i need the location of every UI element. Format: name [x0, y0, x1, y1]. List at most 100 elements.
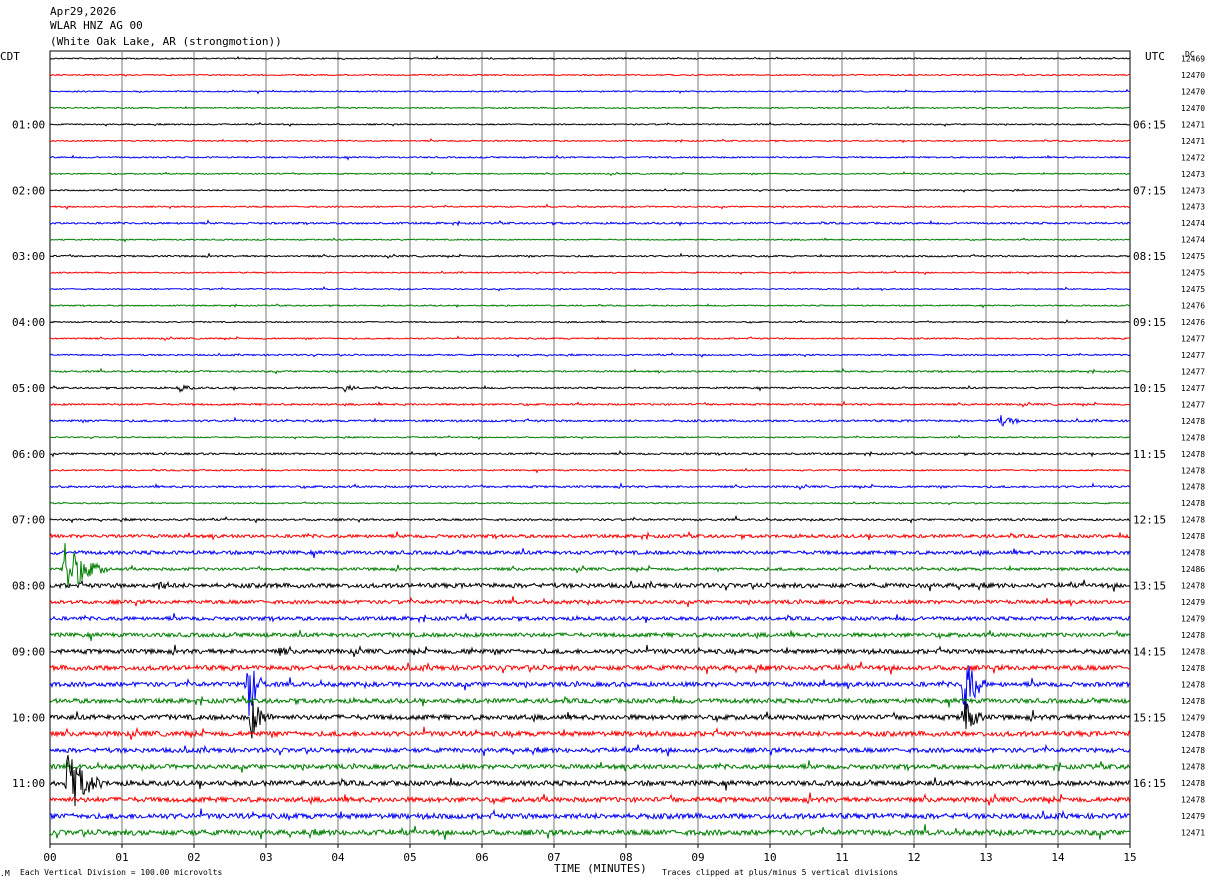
trace-row-31 [49, 543, 1131, 587]
right-hour-label: 13:15 [1133, 580, 1166, 593]
dc-value: 12471 [1181, 137, 1205, 146]
trace-row-42 [49, 743, 1131, 757]
dc-value: 12478 [1181, 516, 1205, 525]
minute-gridlines [121, 51, 1059, 844]
trace-row-35 [49, 629, 1131, 642]
trace-row-4 [49, 121, 1131, 127]
right-hour-label: 14:15 [1133, 645, 1166, 658]
dc-value: 12479 [1181, 812, 1205, 821]
trace-rows [49, 55, 1131, 840]
dc-value: 12478 [1181, 549, 1205, 558]
x-tick-label: 12 [907, 851, 920, 864]
trace-row-36 [49, 644, 1131, 657]
x-tick-label: 07 [547, 851, 560, 864]
trace-row-13 [50, 270, 1131, 276]
left-hour-labels: 01:00 02:00 03:00 04:00 05:00 06:00 07:00 08:00… [12, 118, 45, 790]
right-hour-labels: 06:15 07:15 08:15 09:15 10:15 11:15 12:15 13:15… [1133, 118, 1166, 790]
dc-value: 12478 [1181, 697, 1205, 706]
dc-value: 12486 [1181, 565, 1205, 574]
trace-row-19 [49, 367, 1131, 375]
trace-row-17 [49, 335, 1131, 342]
trace-row-32 [49, 579, 1131, 592]
right-timezone-label: UTC [1145, 50, 1165, 63]
x-tick-label: 01 [115, 851, 128, 864]
right-hour-label: 09:15 [1133, 316, 1166, 329]
trace-row-45 [49, 792, 1131, 806]
x-tick-label: 10 [763, 851, 776, 864]
trace-row-21 [49, 400, 1131, 408]
dc-value: 12470 [1181, 71, 1205, 80]
left-hour-label: 04:00 [12, 316, 45, 329]
trace-row-14 [49, 286, 1131, 292]
dc-value: 12473 [1181, 170, 1205, 179]
header-location: (White Oak Lake, AR (strongmotion)) [50, 35, 282, 48]
chart-header: Apr29,2026 WLAR HNZ AG 00 (White Oak Lak… [50, 5, 282, 48]
trace-row-44 [49, 755, 1131, 807]
dc-value: 12478 [1181, 631, 1205, 640]
trace-row-46 [49, 808, 1131, 822]
trace-row-25 [49, 467, 1131, 474]
dc-value: 12478 [1181, 466, 1205, 475]
footer-mark-icon: .M [0, 869, 10, 878]
dc-value: 12479 [1181, 614, 1205, 623]
dc-value: 12478 [1181, 433, 1205, 442]
dc-value: 12474 [1181, 219, 1205, 228]
x-tick-label: 02 [187, 851, 200, 864]
trace-row-29 [49, 530, 1131, 541]
x-tick-label: 09 [691, 851, 704, 864]
dc-value: 12477 [1181, 384, 1205, 393]
trace-row-28 [49, 514, 1131, 524]
dc-value: 12478 [1181, 680, 1205, 689]
trace-row-5 [49, 138, 1131, 144]
right-hour-label: 10:15 [1133, 382, 1166, 395]
trace-row-20 [49, 384, 1131, 393]
dc-value: 12478 [1181, 730, 1205, 739]
dc-value: 12476 [1181, 302, 1205, 311]
x-tick-label: 11 [835, 851, 848, 864]
trace-row-37 [49, 661, 1130, 675]
dc-value: 12478 [1181, 647, 1205, 656]
dc-value: 12478 [1181, 450, 1205, 459]
left-timezone-label: CDT [0, 50, 20, 63]
dc-value: 12479 [1181, 598, 1205, 607]
x-tick-label: 00 [43, 851, 56, 864]
trace-row-30 [49, 548, 1131, 559]
dc-value: 12478 [1181, 582, 1205, 591]
dc-value: 12475 [1181, 252, 1205, 261]
x-tick-label: 05 [403, 851, 416, 864]
trace-row-18 [49, 352, 1131, 358]
dc-value: 12478 [1181, 499, 1205, 508]
dc-value: 12478 [1181, 746, 1205, 755]
dc-value: 12478 [1181, 532, 1205, 541]
trace-row-1 [49, 73, 1131, 77]
x-axis-ticks: 00 01 02 03 04 05 06 07 08 09 10 11 12 13 14 15 [43, 844, 1137, 864]
trace-row-9 [50, 203, 1131, 210]
dc-value: 12469 [1181, 55, 1205, 64]
dc-value: 12477 [1181, 400, 1205, 409]
trace-row-22 [49, 415, 1131, 427]
trace-row-15 [49, 303, 1131, 309]
dc-value: 12478 [1181, 664, 1205, 673]
trace-row-12 [49, 252, 1131, 259]
trace-row-34 [49, 612, 1131, 624]
dc-value: 12478 [1181, 779, 1205, 788]
x-axis-title: TIME (MINUTES) [554, 862, 647, 875]
left-hour-label: 02:00 [12, 184, 45, 197]
header-station: WLAR HNZ AG 00 [50, 19, 143, 32]
trace-row-10 [49, 219, 1131, 227]
left-hour-label: 05:00 [12, 382, 45, 395]
plot-frame [49, 50, 1131, 845]
left-hour-label: 01:00 [12, 118, 45, 131]
dc-value: 12474 [1181, 236, 1205, 245]
right-hour-label: 16:15 [1133, 777, 1166, 790]
trace-row-27 [49, 501, 1131, 506]
trace-row-47 [49, 824, 1131, 840]
x-tick-label: 03 [259, 851, 272, 864]
left-hour-label: 10:00 [12, 711, 45, 724]
trace-row-7 [49, 170, 1131, 177]
right-hour-label: 08:15 [1133, 250, 1166, 263]
dc-value: 12471 [1181, 120, 1205, 129]
right-hour-label: 07:15 [1133, 184, 1166, 197]
left-hour-label: 06:00 [12, 448, 45, 461]
